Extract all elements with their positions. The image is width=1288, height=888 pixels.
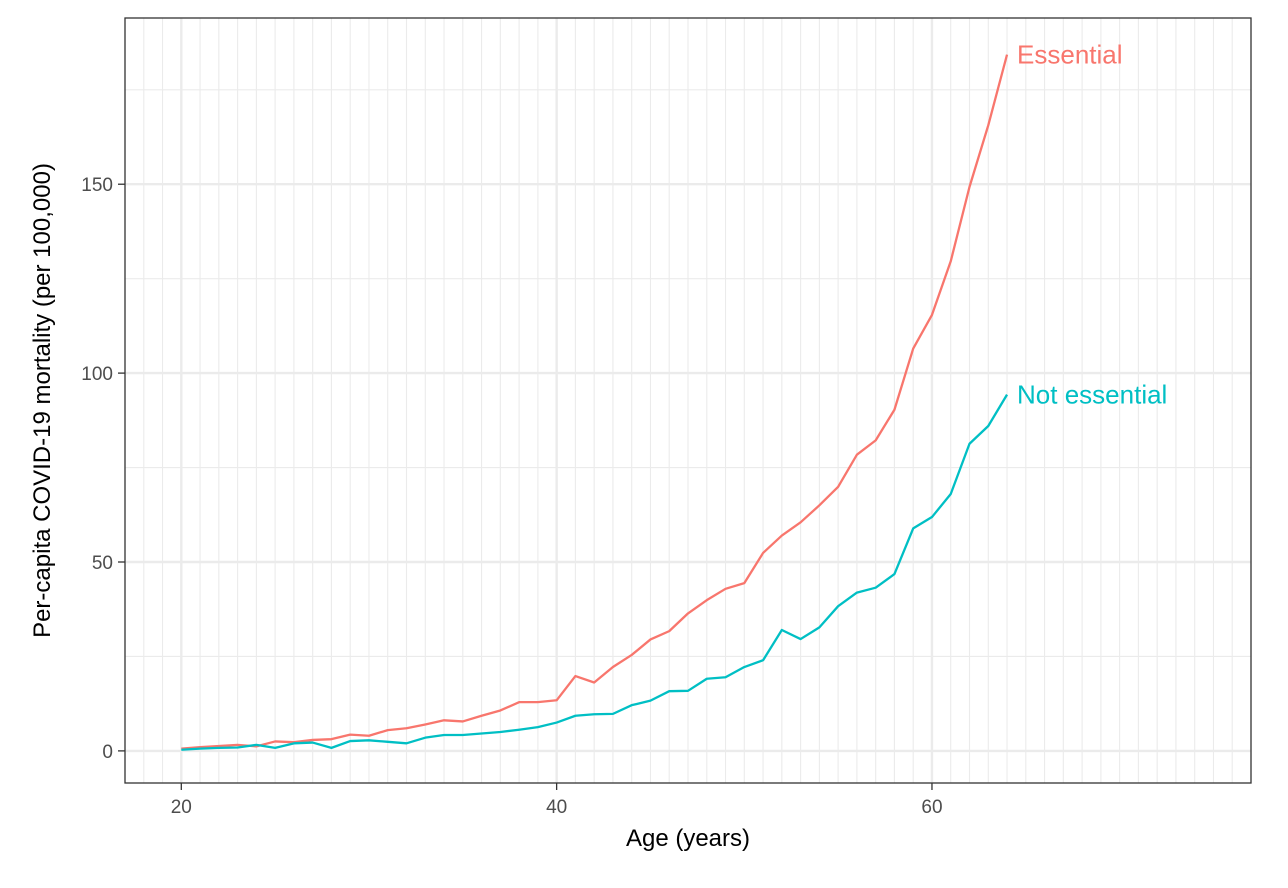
minor-gridlines: [124, 18, 1252, 783]
y-tick-label: 50: [92, 553, 113, 574]
series-lines: [181, 54, 1009, 751]
not-essential-series-label: Not essential: [1017, 380, 1167, 410]
major-gridlines: [125, 18, 1251, 783]
x-axis-title: Age (years): [626, 825, 750, 852]
axis-ticks: [118, 183, 933, 790]
tick-labels: 20 40 60 0 50 100 150: [81, 175, 942, 818]
x-tick-label: 60: [921, 797, 942, 818]
x-tick-label: 40: [546, 797, 567, 818]
y-axis-title: Per-capita COVID-19 mortality (per 100,0…: [29, 163, 56, 638]
series-labels: Essential Not essential: [1017, 40, 1167, 410]
essential-series-line: [181, 54, 1009, 750]
y-tick-label: 100: [81, 364, 113, 385]
plot-panel-border: [124, 17, 1252, 784]
y-tick-label: 0: [102, 742, 113, 763]
essential-series-label: Essential: [1017, 40, 1123, 70]
x-tick-label: 20: [171, 797, 192, 818]
y-tick-label: 150: [81, 175, 113, 196]
not-essential-series-line: [181, 394, 1009, 751]
